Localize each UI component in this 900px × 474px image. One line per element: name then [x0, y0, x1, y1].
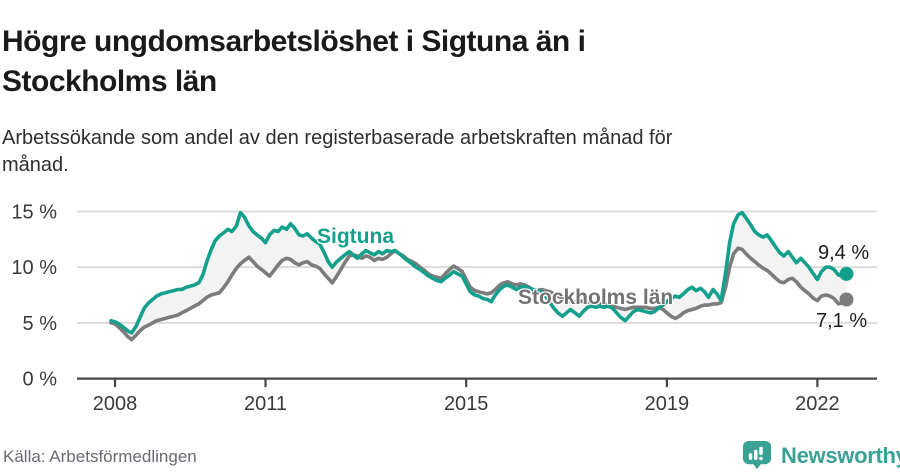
- y-tick-label-15: 15 %: [11, 201, 57, 223]
- series-label-stockholms-lan: Stockholms län: [518, 286, 674, 309]
- y-tick-label-0: 0 %: [23, 369, 58, 391]
- newsworthy-logo: Newsworthy: [742, 440, 900, 471]
- source-attribution: Källa: Arbetsförmedlingen: [3, 447, 197, 466]
- subtitle-line-2: månad.: [2, 154, 69, 176]
- end-dot-sigtuna: [839, 266, 854, 281]
- subtitle-line-1: Arbetssökande som andel av den registerb…: [2, 127, 673, 149]
- y-tick-label-5: 5 %: [23, 313, 58, 335]
- x-tick-label-2008: 2008: [93, 393, 138, 415]
- band-between-series: [111, 212, 847, 340]
- title-line-1: Högre ungdomsarbetslöshet i Sigtuna än i: [2, 25, 586, 59]
- x-tick-label-2022: 2022: [795, 393, 840, 415]
- end-value-sigtuna: 9,4 %: [818, 242, 870, 264]
- series-label-sigtuna: Sigtuna: [317, 225, 394, 248]
- x-tick-label-2015: 2015: [444, 393, 489, 415]
- series-line-sigtuna: [109, 210, 849, 335]
- page-title: Högre ungdomsarbetslöshet i Sigtuna än i…: [2, 22, 642, 102]
- end-value-stockholms-lan: 7,1 %: [816, 310, 868, 332]
- chart-subtitle: Arbetssökande som andel av den registerb…: [2, 125, 862, 179]
- end-dot-stockholms-lan: [839, 292, 854, 307]
- x-tick-label-2011: 2011: [244, 393, 287, 415]
- newsworthy-bubble-chart-icon: [742, 440, 773, 471]
- newsworthy-wordmark: Newsworthy: [781, 442, 900, 468]
- x-tick-label-2019: 2019: [645, 393, 690, 415]
- y-tick-label-10: 10 %: [11, 257, 57, 279]
- title-line-2: Stockholms län: [2, 65, 217, 99]
